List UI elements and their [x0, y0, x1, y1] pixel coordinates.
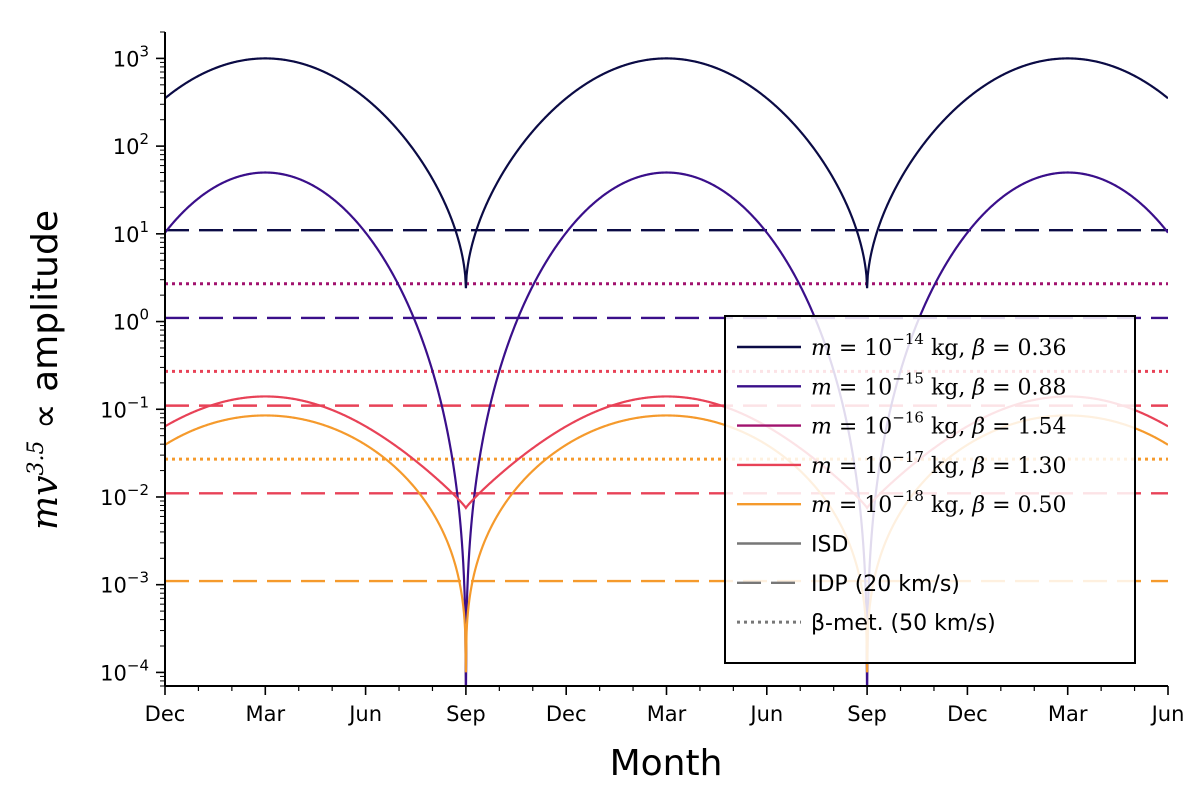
legend-label-6: IDP (20 km/s)	[811, 572, 960, 597]
y-tick-label-6: 102	[113, 130, 149, 159]
y-tick-label-1: 10−3	[100, 569, 149, 598]
legend-label-7: β-met. (50 km/s)	[811, 611, 996, 636]
y-tick-label-2: 10−2	[100, 481, 149, 510]
x-tick-label-3: Sep	[446, 702, 486, 726]
x-tick-label-1: Mar	[245, 702, 285, 726]
x-tick-label-7: Sep	[847, 702, 887, 726]
y-tick-label-0: 10−4	[100, 656, 149, 685]
legend-box	[724, 315, 1136, 664]
y-tick-label-4: 100	[113, 306, 149, 335]
isd-curve-0	[165, 57, 1168, 289]
legend-label-4: m = 10−18 kg, β = 0.50	[811, 487, 1066, 518]
legend-label-3: m = 10−17 kg, β = 1.30	[811, 448, 1066, 479]
x-tick-label-5: Mar	[647, 702, 687, 726]
x-tick-label-0: Dec	[145, 702, 186, 726]
legend-label-1: m = 10−15 kg, β = 0.88	[811, 369, 1066, 400]
legend-label-2: m = 10−16 kg, β = 1.54	[811, 409, 1066, 440]
y-tick-label-3: 10−1	[100, 393, 149, 422]
ticks: Dec Mar Jun Sep Dec Mar Jun Sep Dec Mar Jun 10−4 10−…	[100, 31, 1185, 726]
x-tick-label-10: Jun	[1150, 702, 1185, 726]
legend: m = 10−14 kg, β = 0.36 m = 10−15 kg, β = …	[724, 315, 1136, 664]
isd-curve-1	[165, 171, 1168, 686]
y-axis-label-text: mv3.5 ∝ amplitude	[24, 210, 66, 530]
y-axis-label: mv3.5 ∝ amplitude	[24, 210, 66, 530]
x-tick-label-4: Dec	[546, 702, 587, 726]
x-axis-label: Month	[610, 743, 723, 784]
y-tick-label-5: 101	[113, 218, 149, 247]
legend-label-5: ISD	[811, 533, 848, 558]
x-tick-label-8: Dec	[947, 702, 988, 726]
x-tick-label-9: Mar	[1048, 702, 1088, 726]
legend-label-0: m = 10−14 kg, β = 0.36	[811, 330, 1066, 361]
x-tick-label-6: Jun	[748, 702, 783, 726]
y-tick-label-7: 103	[113, 42, 149, 71]
x-tick-label-2: Jun	[347, 702, 382, 726]
